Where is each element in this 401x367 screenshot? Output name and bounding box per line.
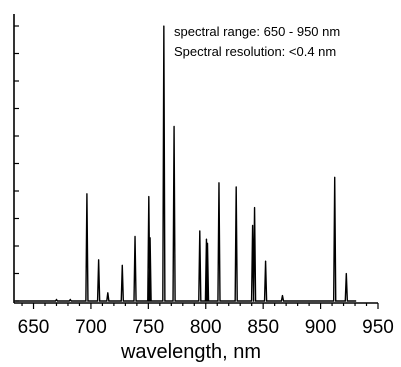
x-tick-label: 850	[247, 317, 279, 338]
spectrum-peak-point	[218, 182, 220, 184]
x-axis-title: wavelength, nm	[120, 341, 261, 363]
spectrum-peak-point	[86, 193, 88, 195]
spectrum-peak-point	[163, 25, 165, 27]
spectrum-peak-point	[55, 299, 58, 301]
x-tick-label: 750	[132, 317, 164, 338]
spectrum-peak-point	[252, 224, 254, 226]
spectrum-peak-point	[69, 299, 71, 301]
annotation-spectral-range: spectral range: 650 - 950 nm	[174, 24, 340, 39]
spectrum-peak-point	[121, 264, 123, 266]
annotation-spectral-resolution: Spectral resolution: <0.4 nm	[174, 44, 336, 59]
spectrum-peak-point	[148, 195, 150, 198]
spectrum-peak-point	[206, 242, 209, 244]
spectrum-peak-point	[205, 238, 208, 240]
spectrum-peak-point	[98, 259, 100, 261]
spectrum-peak-point	[235, 186, 237, 188]
x-tick-label: 700	[75, 317, 107, 338]
chart-marks: 650 700 750 800 850 900 950	[13, 14, 394, 338]
spectrum-peak-point	[253, 206, 256, 209]
spectrum-line	[15, 25, 357, 302]
x-tick-label: 800	[190, 317, 222, 338]
x-tick-label: 950	[362, 317, 394, 338]
x-tick-label: 650	[18, 317, 50, 338]
spectrum-peak-point	[264, 260, 267, 262]
spectrum-peak-point	[199, 230, 201, 232]
spectrum-peak-point	[334, 176, 336, 178]
spectrum-peak-point	[173, 125, 175, 127]
x-tick-label: 900	[305, 317, 337, 338]
spectrum-peak-point	[345, 272, 347, 275]
spectrum-peak-point	[134, 235, 136, 237]
spectrum-peak-point	[149, 237, 151, 239]
spectrum-peak-point	[281, 294, 284, 297]
spectrum-peak-point	[107, 292, 109, 294]
